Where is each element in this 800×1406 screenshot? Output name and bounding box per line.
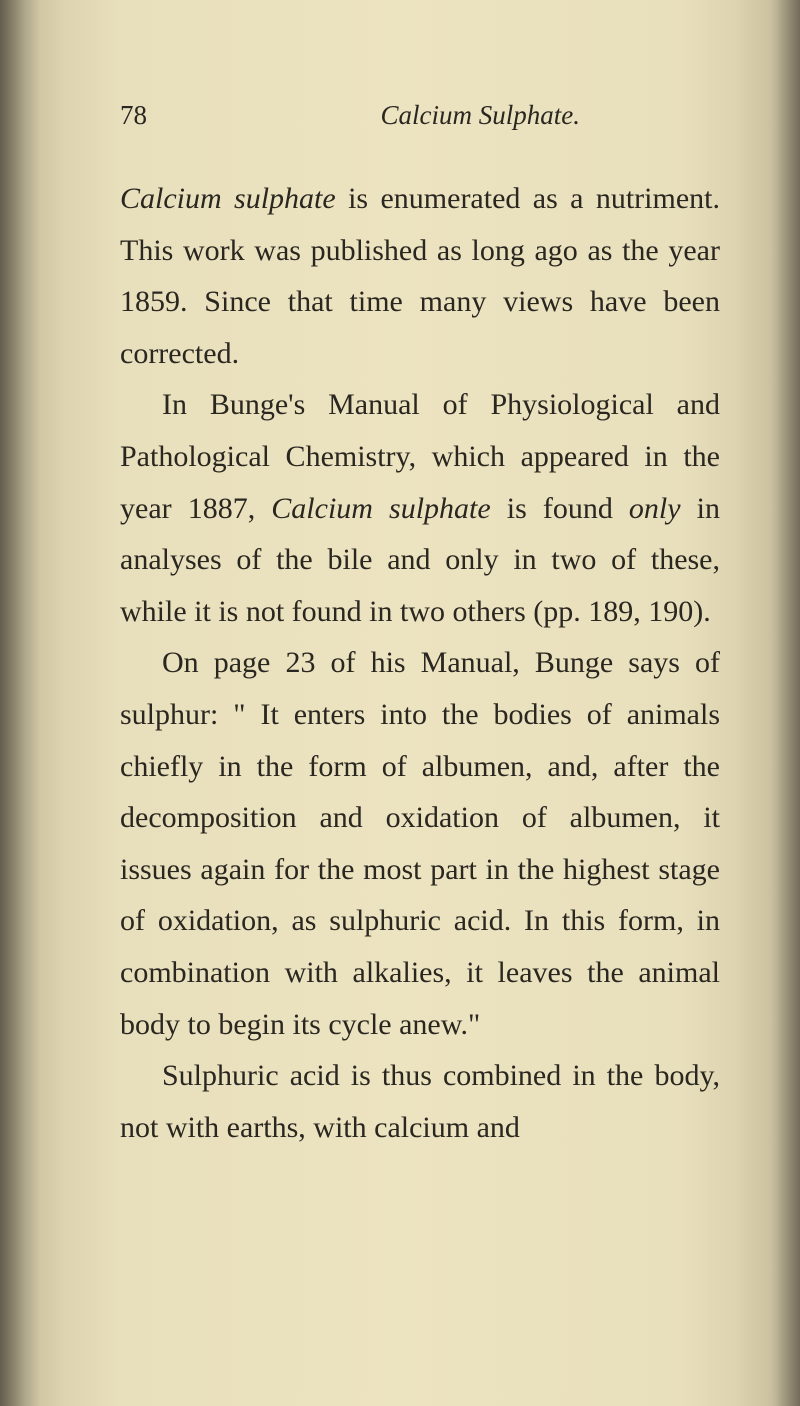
p2-b: is found (491, 492, 629, 525)
p1-lead-italic: Calcium sulphate (120, 182, 336, 215)
paragraph-1: Calcium sulphate is enumerated as a nutr… (120, 173, 720, 379)
paragraph-3: On page 23 of his Manual, Bunge says of … (120, 637, 720, 1050)
p2-italic-1: Calcium sulphate (271, 492, 490, 525)
paragraph-4: Sulphuric acid is thus combined in the b… (120, 1050, 720, 1153)
body-text: Calcium sulphate is enumerated as a nutr… (120, 173, 720, 1153)
page-number: 78 (120, 100, 147, 131)
book-page: 78 Calcium Sulphate. Calcium sulphate is… (0, 0, 800, 1406)
p2-italic-2: only (629, 492, 681, 525)
paragraph-2: In Bunge's Manual of Physiological and P… (120, 379, 720, 637)
page-header: 78 Calcium Sulphate. (120, 100, 720, 131)
running-title: Calcium Sulphate. (381, 100, 580, 131)
